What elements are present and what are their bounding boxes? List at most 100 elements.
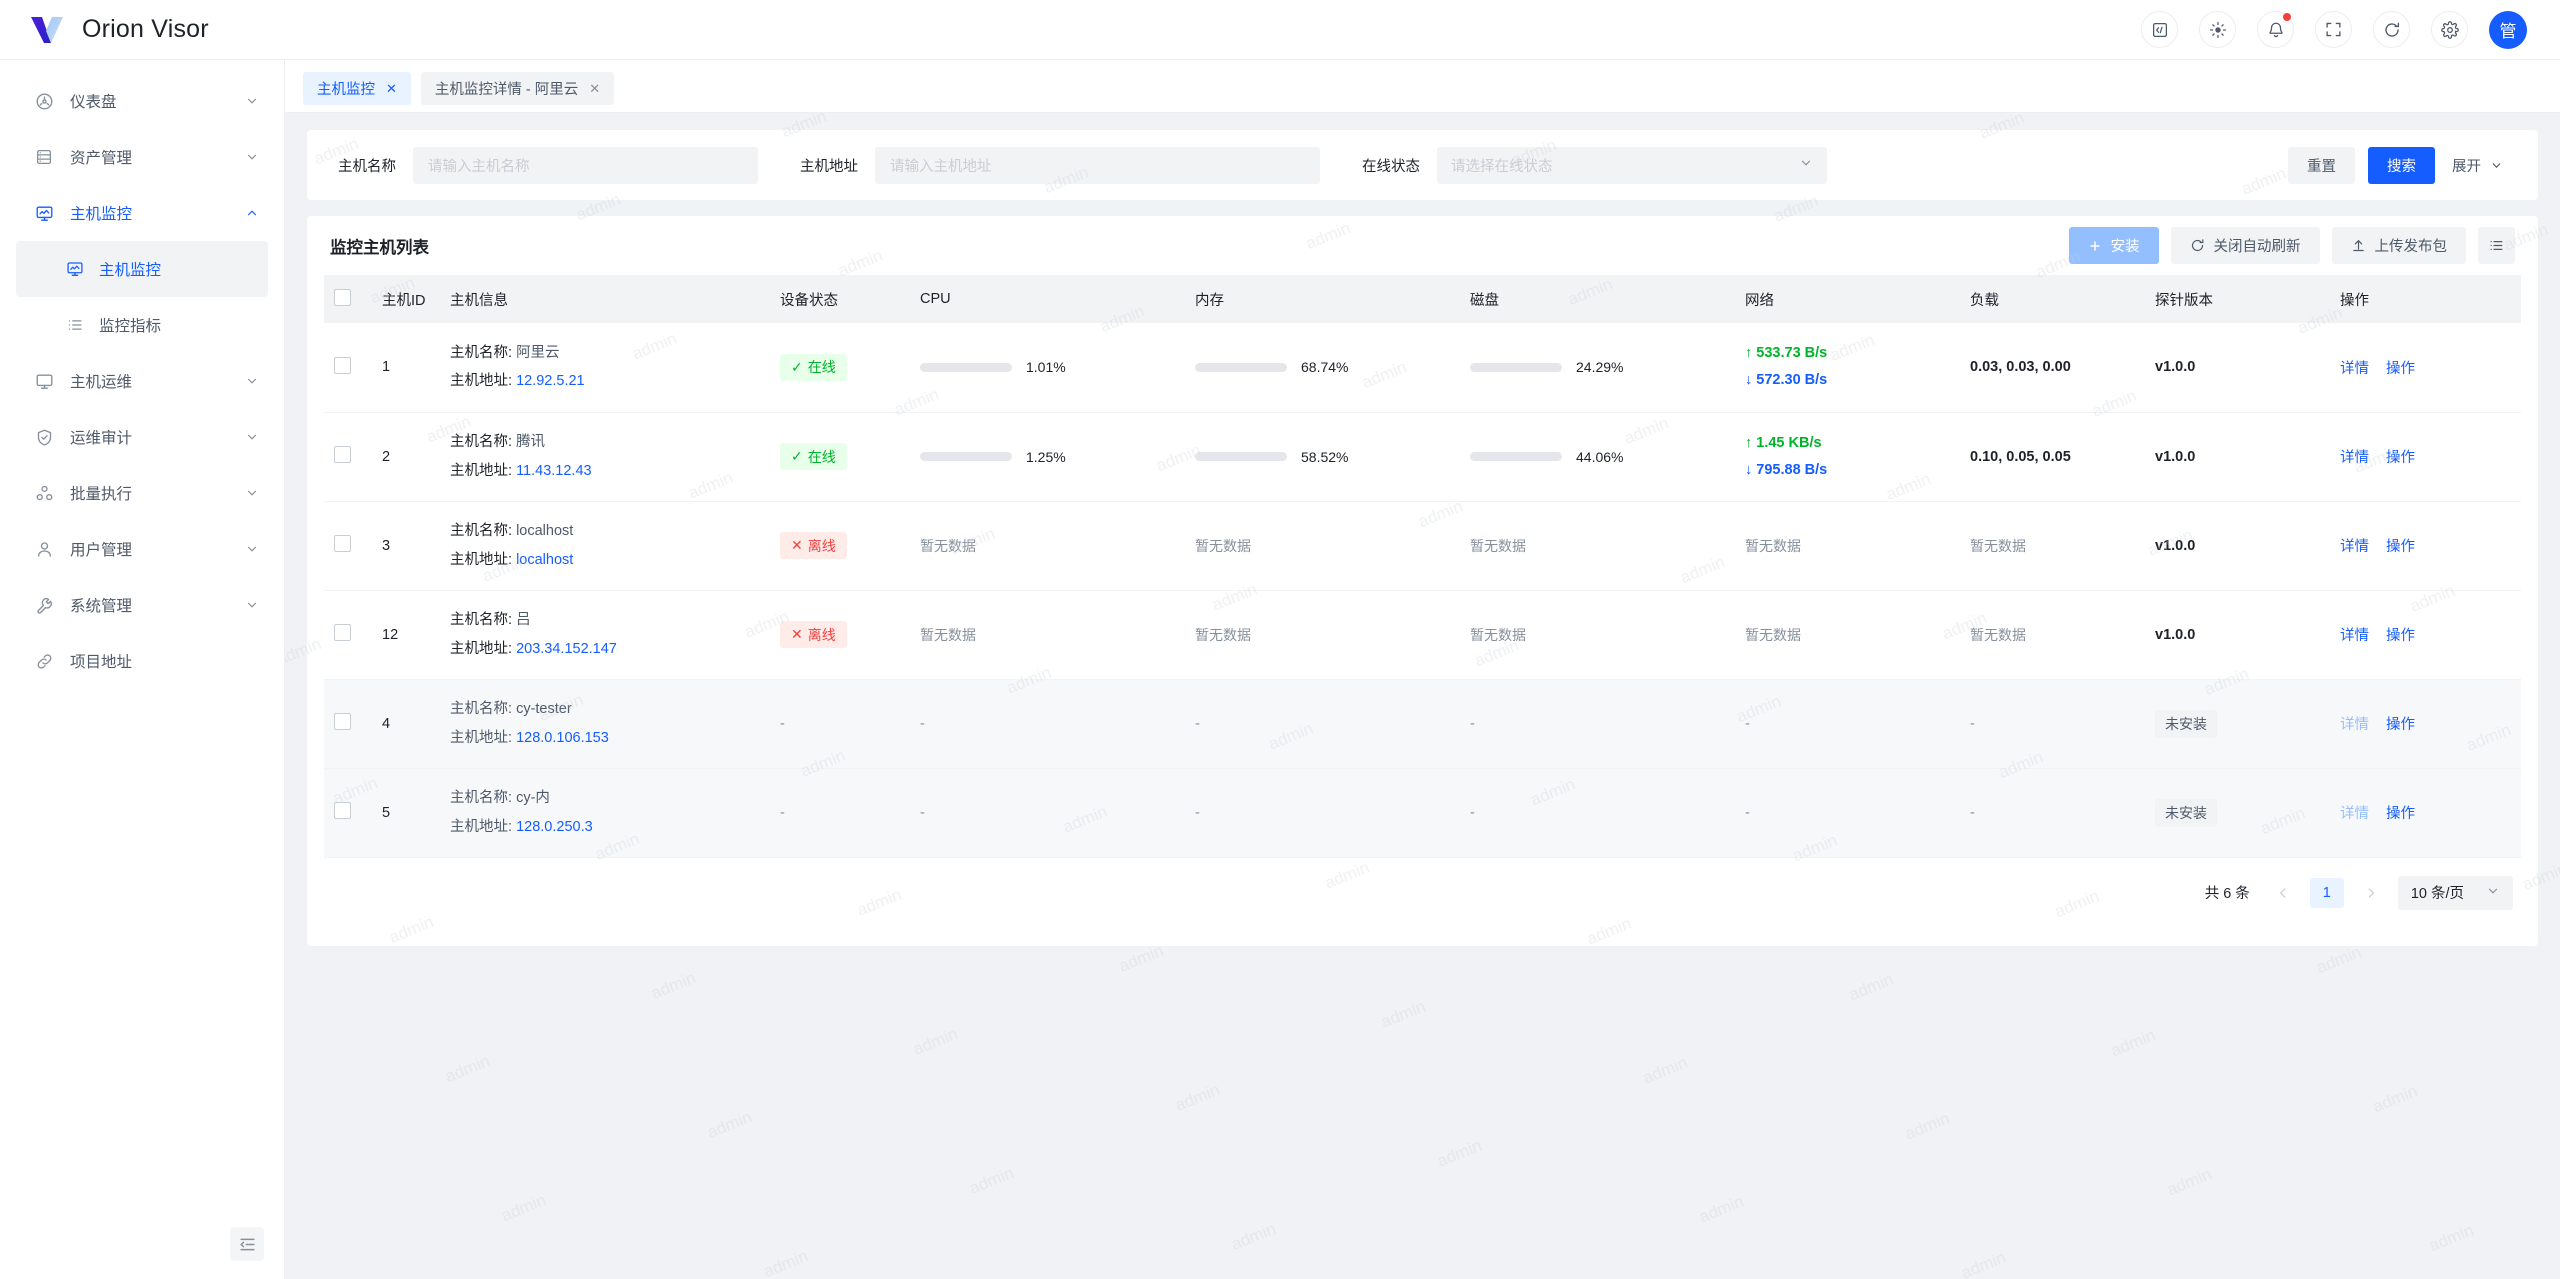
sidebar-item-label: 系统管理 — [70, 598, 133, 615]
tab-host-monitor[interactable]: 主机监控 ✕ — [303, 72, 411, 105]
page-size-select[interactable]: 10 条/页 — [2397, 875, 2513, 910]
close-icon[interactable]: ✕ — [589, 80, 601, 96]
table-row[interactable]: 2 主机名称: 腾讯 主机地址: 11.43.12.43 ✓ 在线 1.25% 5… — [324, 412, 2521, 502]
search-button[interactable]: 搜索 — [2368, 146, 2435, 184]
col-cpu: CPU — [910, 275, 1185, 323]
select-all-checkbox[interactable] — [334, 288, 351, 306]
online-status-select[interactable]: 请选择在线状态 — [1437, 146, 1827, 184]
operate-link[interactable]: 操作 — [2386, 806, 2415, 822]
sidebar-item-dashboard[interactable]: 仪表盘 — [0, 73, 284, 129]
monitor-host-table: 主机ID 主机信息 设备状态 CPU 内存 磁盘 网络 负载 探针版本 操作 1… — [324, 275, 2521, 858]
sidebar-item-label: 资产管理 — [70, 150, 133, 167]
row-checkbox[interactable] — [334, 624, 351, 641]
operate-link[interactable]: 操作 — [2386, 360, 2415, 377]
sidebar: 仪表盘 资产管理 — [0, 60, 285, 1279]
detail-link[interactable]: 详情 — [2340, 360, 2369, 377]
pagination-prev-icon[interactable] — [2268, 878, 2298, 908]
operate-link[interactable]: 操作 — [2386, 450, 2415, 466]
host-address-value[interactable]: 203.34.152.147 — [516, 640, 617, 657]
close-icon[interactable]: ✕ — [386, 80, 397, 96]
host-address-value[interactable]: 12.92.5.21 — [516, 373, 585, 390]
cpu-progress-bar — [920, 452, 1012, 461]
page-size-label: 10 条/页 — [2410, 886, 2464, 902]
sidebar-collapse-button[interactable] — [230, 1227, 264, 1261]
operations-cell: 详情 操作 — [2330, 768, 2521, 858]
pagination-next-icon[interactable] — [2356, 878, 2386, 908]
host-name-input[interactable]: 请输入主机名称 — [413, 146, 758, 184]
host-address-input[interactable]: 请输入主机地址 — [875, 146, 1320, 184]
sidebar-subitem-monitor-metrics[interactable]: 监控指标 — [16, 297, 268, 353]
host-address-value[interactable]: 11.43.12.43 — [516, 462, 592, 479]
chevron-down-icon — [245, 486, 259, 500]
bell-icon[interactable] — [2257, 11, 2294, 48]
fullscreen-icon[interactable] — [2315, 11, 2352, 48]
sidebar-item-host-ops[interactable]: 主机运维 — [0, 353, 284, 409]
cpu-cell: - — [910, 679, 1185, 769]
table-row[interactable]: 4 主机名称: cy-tester 主机地址: 128.0.106.153 - … — [324, 679, 2521, 769]
detail-link[interactable]: 详情 — [2340, 450, 2369, 466]
table-row[interactable]: 5 主机名称: cy-内 主机地址: 128.0.250.3 - - - - -… — [324, 768, 2521, 858]
host-address-value[interactable]: 128.0.106.153 — [516, 729, 609, 746]
sidebar-item-project-url[interactable]: 项目地址 — [0, 633, 284, 689]
operate-link[interactable]: 操作 — [2386, 539, 2415, 555]
host-address-field: 主机地址 请输入主机地址 — [800, 146, 1320, 184]
monitor-chart-icon — [66, 260, 84, 278]
sidebar-item-user-management[interactable]: 用户管理 — [0, 521, 284, 577]
sidebar-item-host-monitor[interactable]: 主机监控 — [0, 185, 284, 241]
upload-release-button[interactable]: 上传发布包 — [2331, 227, 2466, 264]
gear-icon[interactable] — [2431, 11, 2468, 48]
status-badge: ✕ 离线 — [780, 621, 847, 648]
sidebar-subitem-host-monitor[interactable]: 主机监控 — [16, 241, 268, 297]
sidebar-item-label: 运维审计 — [70, 430, 133, 447]
row-checkbox[interactable] — [334, 713, 351, 730]
theme-icon[interactable] — [2199, 11, 2236, 48]
dash-text: - — [780, 804, 785, 821]
detail-link[interactable]: 详情 — [2340, 628, 2369, 644]
chevron-down-icon — [245, 598, 259, 612]
detail-link[interactable]: 详情 — [2340, 717, 2369, 733]
table-row[interactable]: 3 主机名称: localhost 主机地址: localhost ✕ 离线 暂无… — [324, 501, 2521, 591]
col-network: 网络 — [1735, 275, 1960, 323]
code-icon[interactable] — [2141, 11, 2178, 48]
tab-host-monitor-detail[interactable]: 主机监控详情 - 阿里云 ✕ — [420, 72, 615, 105]
disk-cell: 24.29% — [1460, 323, 1735, 413]
operate-link[interactable]: 操作 — [2386, 628, 2415, 644]
sidebar-item-ops-audit[interactable]: 运维审计 — [0, 409, 284, 465]
host-address-value[interactable]: localhost — [516, 551, 574, 568]
refresh-icon[interactable] — [2373, 11, 2410, 48]
probe-version-cell: 未安装 — [2145, 768, 2330, 858]
disk-cell: 暂无数据 — [1460, 501, 1735, 591]
col-host-id: 主机ID — [372, 275, 440, 323]
operate-link[interactable]: 操作 — [2386, 717, 2415, 733]
detail-link[interactable]: 详情 — [2340, 806, 2369, 822]
host-info-cell: 主机名称: 吕 主机地址: 203.34.152.147 — [440, 590, 770, 680]
tab-label: 主机监控详情 - 阿里云 — [434, 82, 579, 98]
reset-button[interactable]: 重置 — [2288, 146, 2355, 184]
expand-filters-button[interactable]: 展开 — [2448, 147, 2507, 184]
host-id-cell: 5 — [372, 768, 440, 858]
table-body: 1 主机名称: 阿里云 主机地址: 12.92.5.21 ✓ 在线 1.01% 6… — [324, 323, 2521, 858]
auto-refresh-toggle-button[interactable]: 关闭自动刷新 — [2170, 227, 2320, 264]
row-checkbox[interactable] — [334, 535, 351, 552]
memory-cell: 68.74% — [1185, 323, 1460, 413]
sidebar-item-asset-management[interactable]: 资产管理 — [0, 129, 284, 185]
check-icon: ✓ — [791, 448, 803, 464]
install-button[interactable]: 安装 — [2068, 227, 2159, 264]
cpu-value: 1.01% — [1026, 359, 1066, 376]
pagination-page-1[interactable]: 1 — [2309, 877, 2344, 908]
table-row[interactable]: 1 主机名称: 阿里云 主机地址: 12.92.5.21 ✓ 在线 1.01% 6… — [324, 323, 2521, 413]
chevron-down-icon — [1799, 156, 1813, 174]
row-checkbox[interactable] — [334, 802, 351, 819]
operations-cell: 详情 操作 — [2330, 679, 2521, 769]
sidebar-item-batch-execution[interactable]: 批量执行 — [0, 465, 284, 521]
host-address-value[interactable]: 128.0.250.3 — [516, 818, 593, 835]
sidebar-item-system-management[interactable]: 系统管理 — [0, 577, 284, 633]
column-settings-icon[interactable] — [2478, 227, 2515, 264]
dash-text: - — [1470, 715, 1475, 732]
row-checkbox[interactable] — [334, 356, 351, 374]
row-checkbox[interactable] — [334, 446, 351, 463]
detail-link[interactable]: 详情 — [2340, 539, 2369, 555]
table-row[interactable]: 12 主机名称: 吕 主机地址: 203.34.152.147 ✕ 离线 暂无数据… — [324, 590, 2521, 680]
host-name-value: 腾讯 — [516, 434, 546, 451]
avatar[interactable]: 管 — [2489, 10, 2527, 49]
